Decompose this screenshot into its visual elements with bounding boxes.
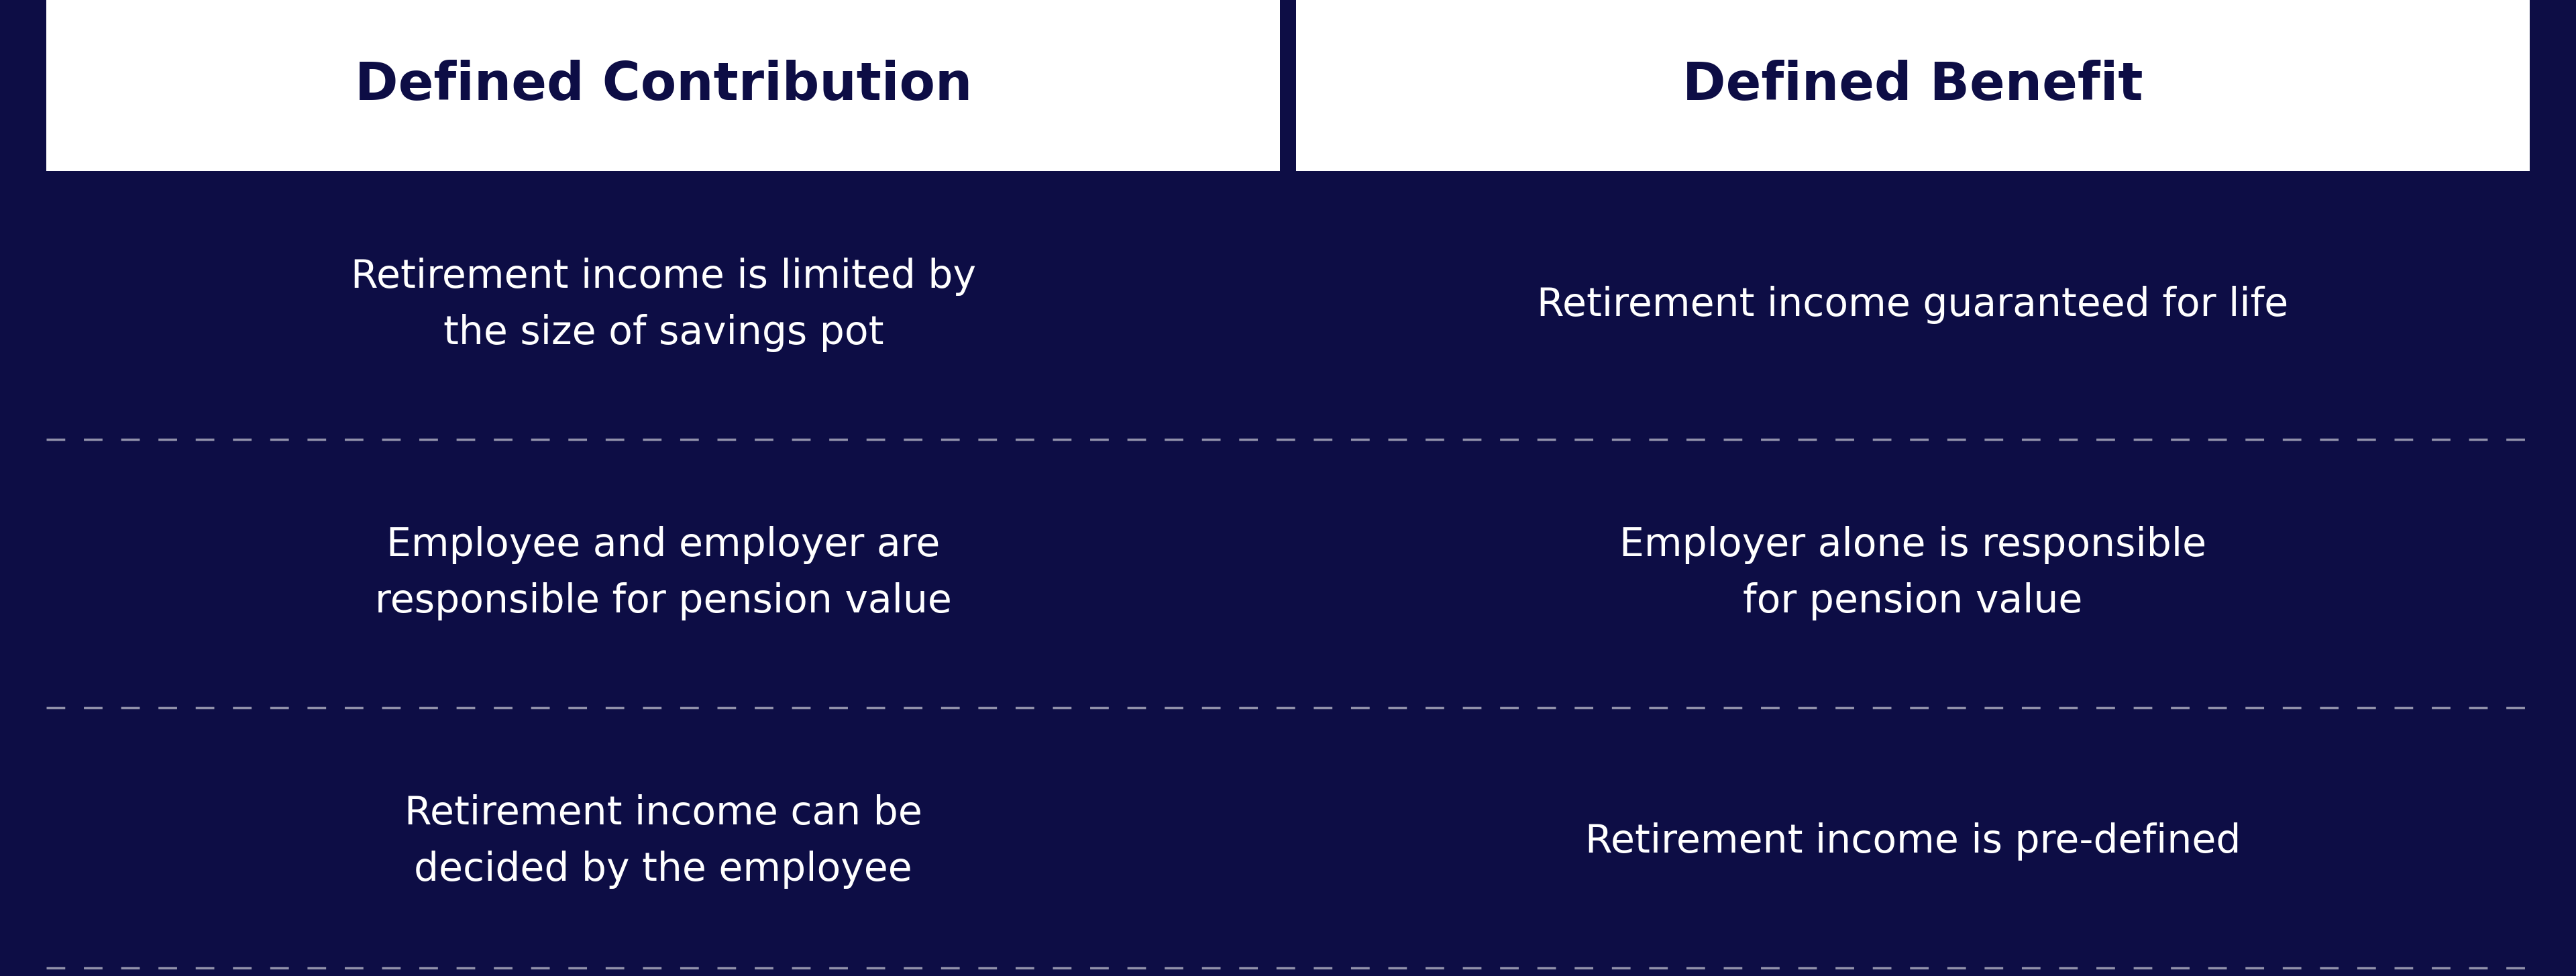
Text: Retirement income is limited by
the size of savings pot: Retirement income is limited by the size… bbox=[350, 258, 976, 352]
Text: Defined Benefit: Defined Benefit bbox=[1682, 60, 2143, 111]
Text: Retirement income is pre-defined: Retirement income is pre-defined bbox=[1584, 823, 2241, 861]
Bar bbox=[1296, 0, 2530, 171]
Text: Retirement income guaranteed for life: Retirement income guaranteed for life bbox=[1538, 286, 2287, 324]
Text: Employee and employer are
responsible for pension value: Employee and employer are responsible fo… bbox=[376, 526, 951, 621]
Text: Employer alone is responsible
for pension value: Employer alone is responsible for pensio… bbox=[1620, 526, 2205, 621]
Text: Defined Contribution: Defined Contribution bbox=[355, 60, 971, 111]
Bar bbox=[46, 0, 1280, 171]
Text: Retirement income can be
decided by the employee: Retirement income can be decided by the … bbox=[404, 794, 922, 889]
